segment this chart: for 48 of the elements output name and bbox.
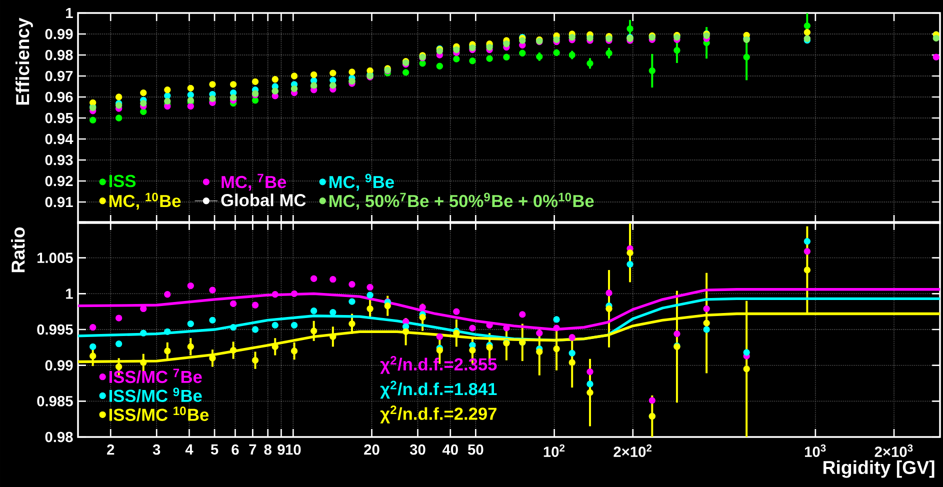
annotation: χ$^{2}$/n.d.f.=1.841 (380, 380, 497, 399)
y-tick-label: 1 (66, 288, 73, 299)
legend-label: ISS (109, 174, 136, 188)
x-axis-title: Rigidity [GV] (824, 460, 934, 478)
x-tick-label: 5 (210, 444, 218, 455)
legend-label: ISS/MC $^{10}$Be (109, 406, 209, 422)
y-tick-label: 0.99 (45, 28, 73, 40)
y-tick-label: 0.995 (37, 324, 73, 335)
y-tick-label: 0.96 (45, 92, 73, 102)
y-tick-label: 1 (66, 8, 73, 18)
y-tick-label: 0.92 (45, 176, 73, 186)
y-tick-label: 0.95 (45, 112, 73, 124)
legend-label: ISS/MC $^{7}$Be (109, 368, 202, 384)
x-tick-label: 10$^{3}$ (804, 444, 826, 457)
x-tick-label: 8 (264, 444, 272, 455)
legend-label: MC, $^{9}$Be (330, 174, 394, 191)
y-tick-label: 0.93 (45, 154, 73, 166)
x-tick-label: 10 (286, 444, 301, 455)
legend-label: ISS/MC $^{9}$Be (109, 388, 202, 402)
x-tick-label: 4 (185, 444, 194, 454)
x-tick-label: 2×10$^{3}$ (874, 444, 913, 457)
x-tick-label: 2 (107, 444, 114, 455)
x-tick-label: 3 (152, 444, 160, 455)
x-tick-label: 7 (249, 444, 256, 454)
x-tick-label: 30 (410, 444, 426, 455)
legend-label: MC, $^{7}$Be (222, 174, 286, 191)
legend-label: MC, 50%$^{7}$Be + 50%$^{9}$Be + 0%$^{10}$Be (330, 192, 594, 210)
x-tick-label: 6 (232, 444, 239, 455)
y-tick-label: 0.91 (45, 196, 73, 208)
x-tick-label: 10$^{2}$ (544, 444, 565, 457)
x-tick-label: 9 (278, 444, 285, 455)
y-tick-label: 0.98 (45, 50, 73, 60)
annotation: χ$^{2}$/n.d.f.=2.297 (380, 405, 496, 424)
legend-label: MC, $^{10}$Be (109, 192, 181, 210)
annotation: χ$^{2}$/n.d.f.=2.355 (380, 356, 497, 374)
x-tick-label: 20 (364, 444, 380, 455)
y-axis-title: Efficiency (16, 18, 33, 105)
y-axis-title: Ratio (11, 227, 25, 272)
y-tick-label: 0.985 (37, 396, 73, 406)
y-tick-label: 0.98 (45, 432, 73, 442)
legend-label: Global MC (221, 194, 306, 206)
x-tick-label: 50 (468, 444, 484, 455)
y-tick-label: 0.97 (45, 70, 73, 82)
y-tick-label: 1.005 (38, 252, 73, 264)
y-tick-label: 0.99 (45, 360, 73, 371)
x-tick-label: 2×10$^{2}$ (614, 444, 652, 457)
y-tick-label: 0.94 (45, 134, 74, 144)
x-tick-label: 40 (442, 444, 458, 455)
